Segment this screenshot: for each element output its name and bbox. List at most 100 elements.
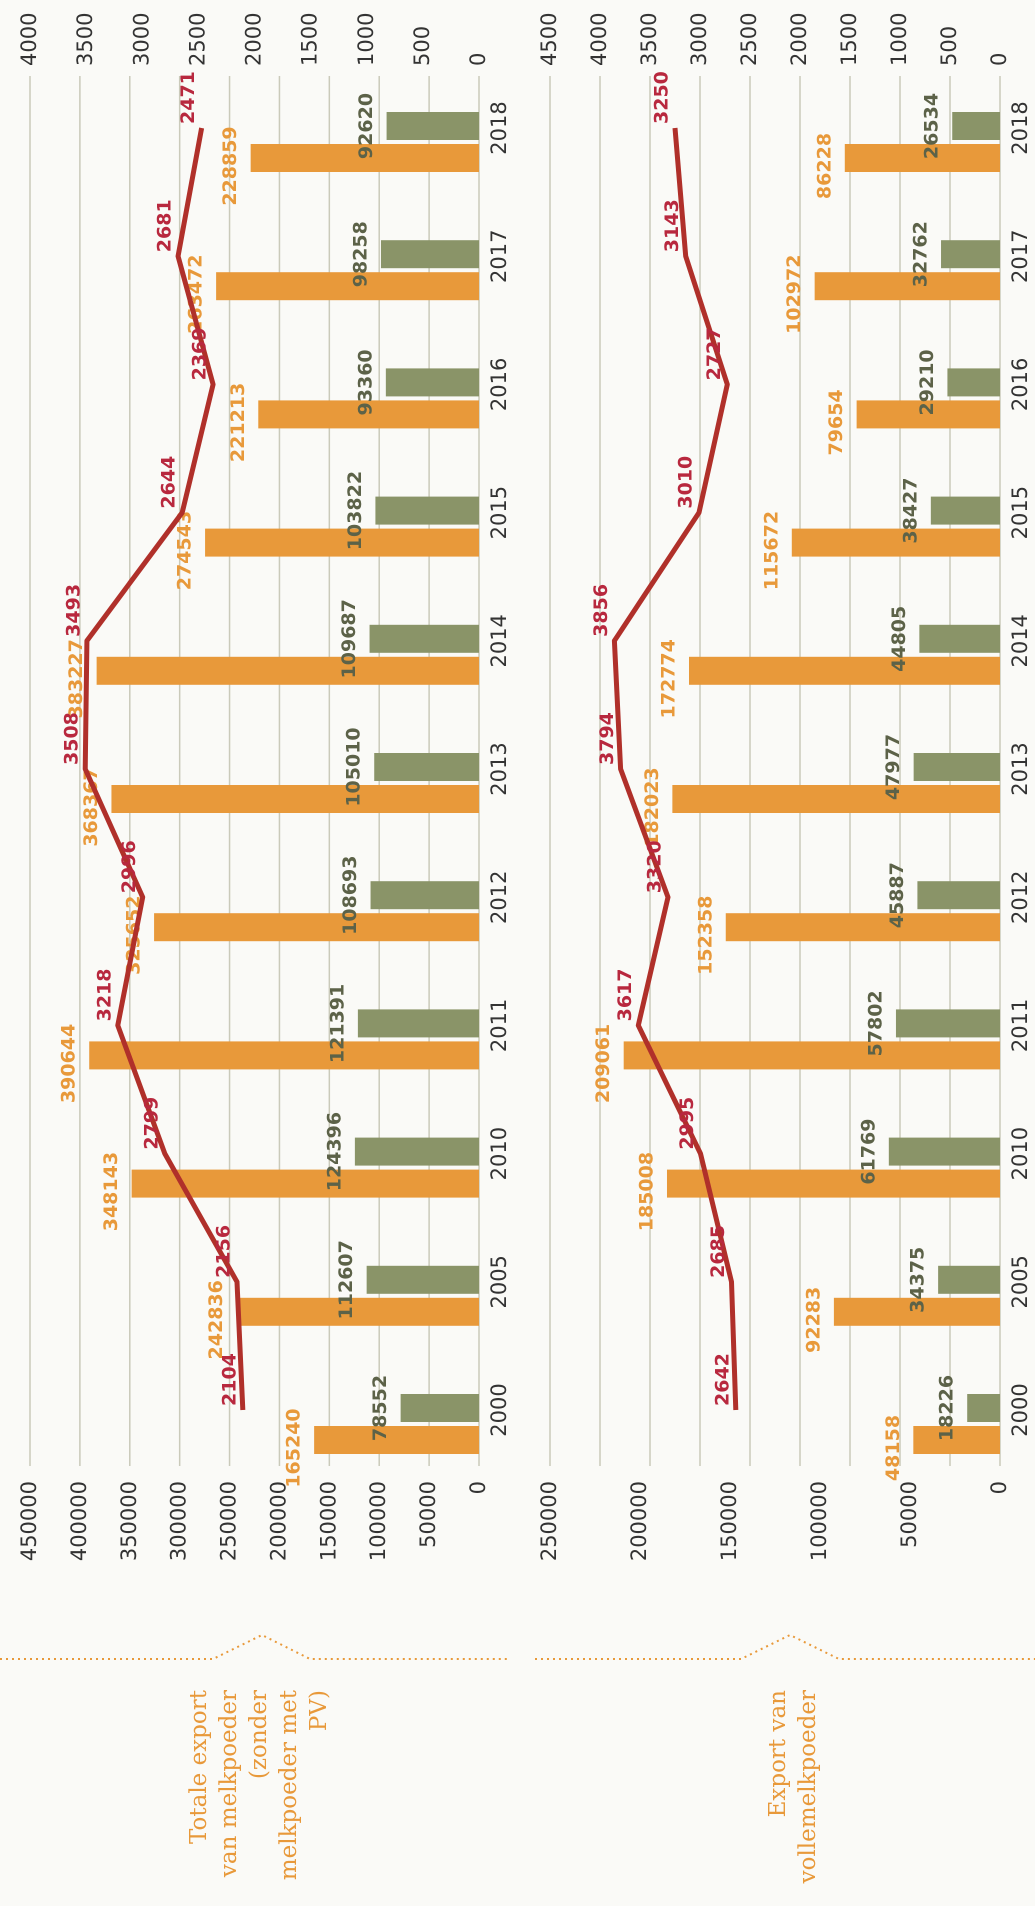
data-label: 228859: [219, 126, 241, 205]
data-label: 390644: [58, 1024, 80, 1103]
bar: [888, 1137, 1000, 1166]
data-label: 108693: [339, 856, 361, 935]
data-label: 3508: [61, 712, 83, 765]
y-tick-label: 400000: [67, 1481, 91, 1561]
data-label: 38427: [899, 478, 921, 544]
data-label: 3250: [651, 71, 673, 124]
bar: [250, 144, 479, 172]
chart-title: van melkpoeder: [216, 1690, 242, 1878]
data-label: 45887: [886, 862, 908, 928]
y-tick-label: 200000: [627, 1481, 651, 1561]
x-tick-label: 2011: [487, 999, 511, 1052]
data-label: 2685: [707, 1225, 729, 1278]
bar: [205, 528, 479, 557]
data-label: 383227: [65, 639, 87, 718]
x-tick-label: 2000: [487, 1383, 511, 1436]
y-tick-label: 100000: [366, 1481, 390, 1561]
y-tick-label: 250000: [217, 1481, 241, 1561]
y-tick-label: 0: [987, 1481, 1011, 1494]
bar: [314, 1426, 479, 1454]
data-label: 165240: [283, 1408, 305, 1487]
y2-tick-label: 3500: [73, 13, 97, 66]
data-label: 105010: [343, 727, 365, 806]
data-label: 368367: [80, 767, 102, 846]
data-label: 44805: [888, 606, 910, 672]
bar: [919, 624, 1001, 653]
data-label: 79654: [825, 389, 847, 455]
data-label: 3493: [62, 584, 84, 637]
bar: [856, 400, 1000, 429]
y2-tick-label: 0: [466, 53, 490, 66]
bar: [131, 1169, 479, 1198]
x-tick-label: 2014: [1008, 614, 1032, 667]
data-label: 92283: [802, 1287, 824, 1353]
data-label: 2156: [212, 1225, 234, 1278]
y-tick-label: 0: [466, 1481, 490, 1494]
data-label: 92620: [355, 93, 377, 159]
chart-title: Totale export: [186, 1689, 212, 1844]
data-label: 2727: [703, 328, 725, 381]
x-tick-label: 2015: [1008, 486, 1032, 539]
bar: [672, 785, 1000, 813]
data-label: 2995: [676, 1097, 698, 1150]
x-tick-label: 2017: [487, 229, 511, 282]
data-label: 86228: [813, 133, 835, 199]
x-tick-label: 2016: [487, 358, 511, 411]
chart-title: melkpoeder met: [276, 1689, 302, 1880]
data-label: 34375: [907, 1247, 929, 1313]
bar: [369, 624, 480, 653]
bar: [895, 1009, 1001, 1038]
data-label: 18226: [936, 1375, 958, 1441]
data-label: 112607: [335, 1240, 357, 1319]
y2-tick-label: 2000: [787, 13, 811, 66]
data-label: 209061: [592, 1024, 614, 1103]
chart-title: vollemelkpoeder: [795, 1690, 821, 1884]
bar: [814, 272, 1000, 301]
bar: [154, 913, 479, 942]
y-tick-label: 150000: [316, 1481, 340, 1561]
bar: [833, 1297, 1001, 1326]
bar: [913, 1426, 1001, 1454]
y2-tick-label: 2500: [737, 13, 761, 66]
bar: [689, 656, 1000, 685]
bar: [354, 1137, 479, 1166]
chart-title: (zonder: [246, 1690, 272, 1779]
bar: [725, 913, 1000, 942]
bar: [216, 272, 479, 301]
line: [611, 127, 739, 1411]
y-tick-label: 450000: [17, 1481, 41, 1561]
x-tick-label: 2018: [1008, 101, 1032, 154]
bar: [967, 1394, 1000, 1422]
data-label: 78552: [369, 1375, 391, 1441]
data-label: 98258: [349, 221, 371, 287]
y2-tick-label: 4500: [537, 13, 561, 66]
bar: [236, 1297, 479, 1326]
bar: [941, 240, 1000, 269]
y-tick-label: 200000: [266, 1481, 290, 1561]
data-label: 61769: [857, 1119, 879, 1185]
x-tick-label: 2005: [487, 1255, 511, 1308]
bar: [917, 881, 1000, 910]
bar: [623, 1041, 1000, 1070]
y2-tick-label: 1500: [837, 13, 861, 66]
y2-tick-label: 4000: [17, 13, 41, 66]
bar: [375, 496, 480, 525]
data-label: 348143: [100, 1152, 122, 1231]
bar: [380, 240, 480, 269]
bar: [400, 1394, 479, 1422]
data-label: 121391: [326, 984, 348, 1063]
data-label: 32762: [910, 221, 932, 287]
y2-tick-label: 1500: [298, 13, 322, 66]
data-label: 93360: [354, 349, 376, 415]
y-tick-label: 50000: [897, 1481, 921, 1548]
data-label: 47977: [882, 734, 904, 800]
y-tick-label: 150000: [717, 1481, 741, 1561]
data-label: 26534: [921, 93, 943, 159]
bar: [258, 400, 480, 429]
data-label: 2104: [218, 1353, 240, 1406]
x-tick-label: 2016: [1008, 358, 1032, 411]
data-label: 274543: [174, 511, 196, 590]
x-tick-label: 2010: [487, 1127, 511, 1180]
y2-tick-label: 500: [410, 26, 434, 66]
